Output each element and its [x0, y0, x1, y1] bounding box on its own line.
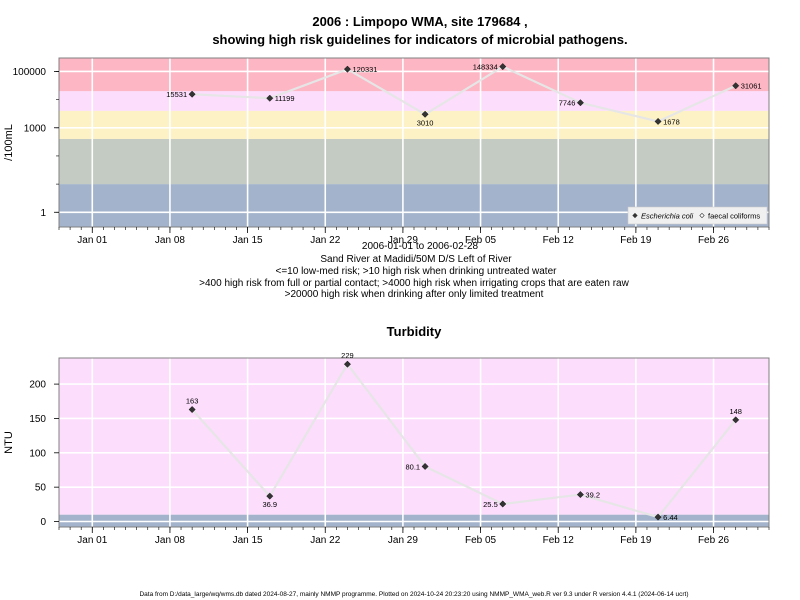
data-label: 163: [186, 397, 199, 406]
figure-title-line-2: showing high risk guidelines for indicat…: [212, 32, 627, 47]
data-label: 229: [341, 351, 354, 360]
risk-band-3: [59, 110, 769, 139]
data-label: 120331: [352, 65, 377, 74]
data-label: 1678: [663, 117, 680, 126]
x-tick-label: Feb 19: [620, 235, 652, 246]
x-tick-label: Jan 29: [388, 235, 418, 246]
data-point: [343, 65, 351, 73]
x-tick-label: Feb 26: [698, 535, 730, 546]
data-point: [576, 491, 584, 499]
legend-marker-2: [699, 212, 705, 219]
series-line: [191, 362, 737, 519]
y-tick-label: 0: [40, 517, 46, 528]
x-tick-label: Feb 05: [465, 535, 497, 546]
x-tick-label: Jan 15: [233, 535, 263, 546]
series-line: [192, 65, 737, 123]
data-point: [732, 416, 740, 424]
risk-band-2: [59, 138, 769, 185]
legend: Escherichia coli faecal coliforms: [627, 206, 768, 225]
legend-box: [627, 206, 768, 225]
data-point: [499, 500, 507, 508]
x-tick-label: Jan 15: [233, 235, 263, 246]
figure-title-line-1: 2006 : Limpopo WMA, site 179684 ,: [312, 14, 527, 29]
x-tick-label: Jan 08: [155, 235, 185, 246]
data-point: [188, 90, 196, 98]
x-tick-label: Jan 08: [155, 535, 185, 546]
data-label: 25.5: [483, 500, 498, 509]
data-point: [421, 462, 429, 470]
data-label: 148334: [473, 63, 498, 72]
turbidity-chart: Jan 01 Jan 08 Jan 15 Jan 22 Jan 29 Feb 05 Feb …: [3, 351, 770, 546]
caption-line-5: >20000 high risk when drinking after onl…: [285, 289, 544, 300]
y-tick-label: 100000: [13, 67, 47, 78]
y-tick-label: 1: [40, 208, 46, 219]
caption-line-1: 2006-01-01 to 2006-02-28: [362, 241, 479, 252]
data-label: 36.9: [262, 500, 277, 509]
x-tick-label: Feb 12: [543, 535, 575, 546]
turbidity-chart-title: Turbidity: [387, 324, 442, 339]
legend-entry-2: faecal coliforms: [708, 212, 760, 221]
y-tick-label: 50: [35, 483, 47, 494]
risk-band-2: [59, 358, 769, 515]
footer-note: Data from D:/data_large/wq/wms.db dated …: [139, 591, 688, 598]
data-label: 3010: [417, 118, 434, 127]
x-tick-label: Jan 01: [77, 235, 107, 246]
ecoli-chart: Jan 01 Jan 08 Jan 15 Jan 22 Jan 29 Feb 05 Feb …: [3, 57, 770, 246]
data-label: 148: [729, 407, 742, 416]
x-tick-label: Feb 12: [543, 235, 575, 246]
y-tick-label: 200: [29, 380, 46, 391]
data-point: [654, 117, 662, 125]
caption-line-3: <=10 low-med risk; >10 high risk when dr…: [276, 266, 558, 277]
data-label: 39.2: [585, 491, 600, 500]
data-point: [499, 63, 507, 71]
data-label: 15531: [166, 90, 187, 99]
x-tick-label: Jan 29: [388, 535, 418, 546]
data-point: [421, 110, 429, 118]
data-label: 6.44: [663, 513, 678, 522]
data-point: [732, 82, 740, 90]
data-label: 7746: [559, 99, 576, 108]
data-point: [654, 513, 662, 521]
data-label: 31061: [741, 82, 762, 91]
x-tick-label: Jan 22: [310, 235, 340, 246]
y-axis-title: NTU: [3, 431, 15, 454]
data-point: [343, 360, 351, 368]
x-tick-label: Jan 22: [310, 535, 340, 546]
y-tick-label: 100: [29, 448, 46, 459]
x-tick-label: Feb 26: [698, 235, 730, 246]
data-point: [266, 492, 274, 500]
caption-line-2: Sand River at Madidi/50M D/S Left of Riv…: [320, 254, 512, 265]
caption-line-4: >400 high risk from full or partial cont…: [199, 278, 629, 289]
y-axis-title: /100mL: [3, 124, 15, 161]
legend-marker-1: [632, 212, 638, 219]
risk-band-5: [59, 58, 769, 92]
data-label: 11199: [275, 94, 295, 103]
x-tick-label: Jan 01: [77, 535, 107, 546]
y-tick-label: 1000: [24, 123, 47, 134]
x-tick-label: Feb 19: [620, 535, 652, 546]
ecoli-chart-caption: 2006-01-01 to 2006-02-28 Sand River at M…: [199, 241, 629, 300]
legend-entry-1: Escherichia coli: [641, 212, 693, 221]
data-point: [188, 406, 196, 414]
data-point: [576, 99, 584, 107]
y-tick-label: 150: [29, 414, 46, 425]
data-point: [266, 94, 274, 102]
data-label: 80.1: [405, 462, 420, 471]
x-tick-label: Feb 05: [465, 235, 497, 246]
